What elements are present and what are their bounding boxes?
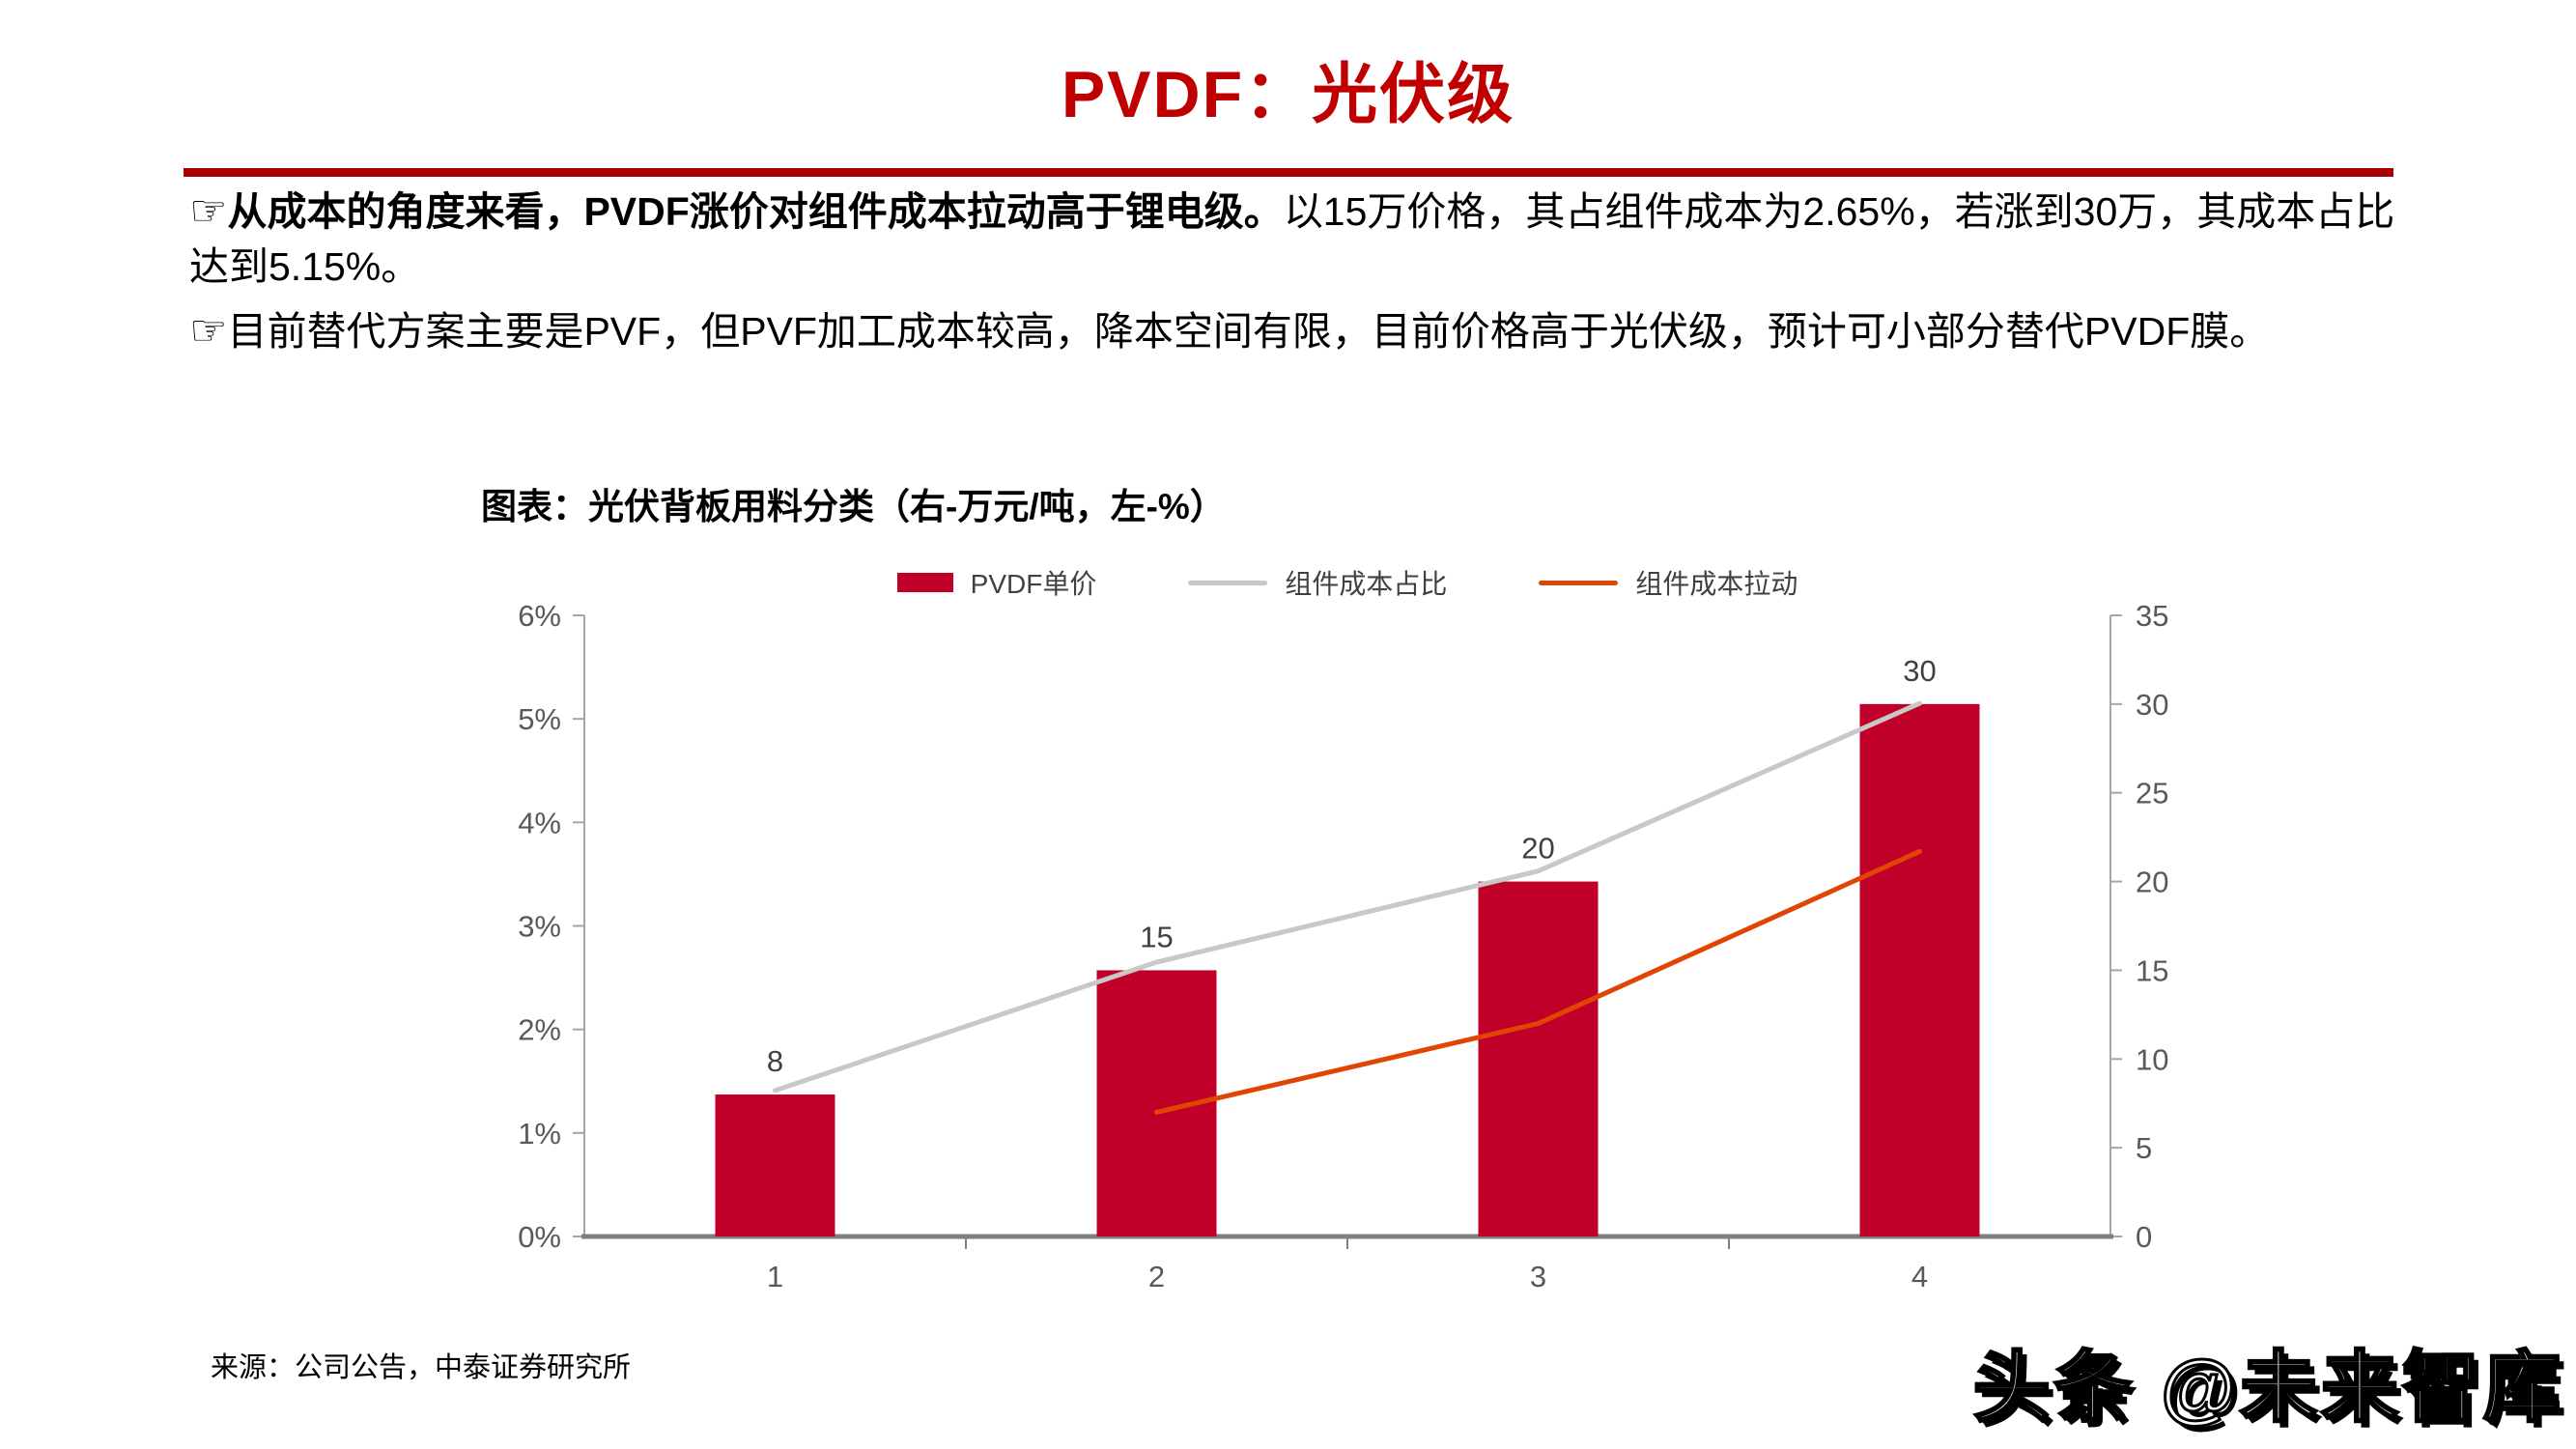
pointer-hand-icon: ☞ <box>189 307 228 355</box>
chart-legend: PVDF单价 组件成本占比 组件成本拉动 <box>584 563 2110 602</box>
x-axis-category-label: 2 <box>1148 1260 1165 1293</box>
right-axis-tick-label: 25 <box>2136 777 2168 810</box>
bar-category-3 <box>1478 881 1599 1236</box>
bar-value-label: 8 <box>767 1044 783 1078</box>
bullet1-bold-text: 从成本的角度来看，PVDF涨价对组件成本拉动高于锂电级。 <box>227 189 1284 234</box>
right-axis-tick-label: 0 <box>2136 1220 2152 1254</box>
x-axis-category-label: 3 <box>1530 1260 1546 1293</box>
right-axis-tick-label: 20 <box>2136 866 2168 899</box>
legend-label: PVDF单价 <box>970 569 1097 599</box>
bar-value-label: 20 <box>1521 832 1554 866</box>
bar-value-label: 15 <box>1140 920 1173 953</box>
line-swatch-icon <box>1188 580 1268 585</box>
right-axis-tick-label: 30 <box>2136 688 2168 722</box>
left-axis-tick-label: 6% <box>518 599 561 633</box>
left-axis-tick-label: 3% <box>518 910 561 944</box>
bar-swatch-icon <box>896 573 953 592</box>
left-axis-tick-label: 4% <box>518 806 561 839</box>
bullet1-rest-text: 以15万价格，其占组件成本为2.65%，若涨到30万，其成本占比达到5.15%。 <box>189 189 2395 289</box>
bullet2-text: 目前替代方案主要是PVF，但PVF加工成本较高，降本空间有限，目前价格高于光伏级… <box>227 309 2270 354</box>
pointer-hand-icon: ☞ <box>189 187 228 235</box>
chart-title: 图表：光伏背板用料分类（右-万元/吨，左-%） <box>481 487 1226 526</box>
right-axis-tick-label: 15 <box>2136 953 2168 987</box>
source-line: 来源：公司公告，中泰证券研究所 <box>211 1352 632 1383</box>
x-axis-category-label: 1 <box>767 1260 783 1293</box>
left-axis-tick-label: 2% <box>518 1013 561 1047</box>
legend-item-pvdf-price: PVDF单价 <box>896 563 1097 602</box>
legend-item-cost-pull: 组件成本拉动 <box>1539 563 1798 602</box>
right-axis-tick-label: 35 <box>2136 599 2168 633</box>
line-series-组件成本占比 <box>773 700 1922 1094</box>
legend-item-cost-share: 组件成本占比 <box>1188 563 1447 602</box>
legend-label: 组件成本占比 <box>1285 569 1448 599</box>
left-axis-tick-label: 0% <box>518 1220 561 1254</box>
watermark: 头条 @未来智库 <box>1971 1344 2564 1433</box>
right-axis-tick-label: 5 <box>2136 1131 2152 1165</box>
line-series-组件成本拉动 <box>1154 848 1922 1115</box>
legend-label: 组件成本拉动 <box>1635 569 1798 599</box>
left-axis-tick-label: 1% <box>518 1117 561 1151</box>
left-axis-tick-label: 5% <box>518 702 561 736</box>
bar-value-label: 30 <box>1903 654 1936 688</box>
bar-category-4 <box>1859 703 1980 1236</box>
right-axis-tick-label: 10 <box>2136 1042 2168 1076</box>
bullet-cost-comparison: ☞从成本的角度来看，PVDF涨价对组件成本拉动高于锂电级。以15万价格，其占组件… <box>189 184 2411 295</box>
bar-category-1 <box>715 1094 835 1236</box>
line-swatch-icon <box>1539 580 1619 585</box>
x-axis-category-label: 4 <box>1911 1260 1928 1293</box>
bullet-substitute-plan: ☞目前替代方案主要是PVF，但PVF加工成本较高，降本空间有限，目前价格高于光伏… <box>189 303 2411 359</box>
page-title: PVDF：光伏级 <box>1061 58 1515 131</box>
title-rule <box>184 168 2393 177</box>
